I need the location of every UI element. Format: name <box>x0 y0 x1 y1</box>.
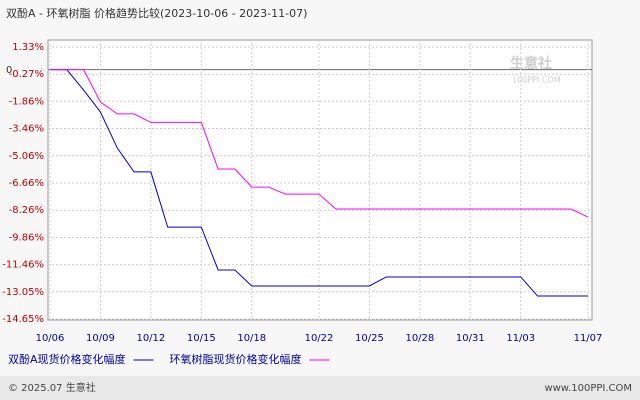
y-tick-label: -1.86% <box>9 96 44 107</box>
x-tick-label: 10/12 <box>136 333 165 344</box>
watermark-site: 100PPI.COM <box>512 76 561 85</box>
x-tick-label: 10/22 <box>305 333 334 344</box>
x-tick-label: 10/06 <box>36 333 65 344</box>
x-tick-label: 10/28 <box>405 333 434 344</box>
legend-label: 双酚A现货价格变化幅度 <box>8 352 126 366</box>
y-tick-label: -14.65% <box>2 314 44 325</box>
plot-area <box>47 39 593 321</box>
y-tick-label: -5.06% <box>9 151 44 162</box>
x-tick-label: 10/15 <box>187 333 216 344</box>
legend-label: 环氧树脂现货价格变化幅度 <box>170 352 302 366</box>
x-tick-label: 10/25 <box>355 333 384 344</box>
y-tick-label: -0.27% <box>9 69 44 80</box>
y-tick-label: 1.33% <box>12 42 44 53</box>
watermark-name: 生意社 <box>510 55 552 72</box>
x-tick-label: 10/09 <box>86 333 115 344</box>
footer-site: www.100PPI.COM <box>544 383 632 394</box>
x-tick-label: 11/03 <box>506 333 535 344</box>
footer-bar <box>0 376 640 400</box>
chart-title: 双酚A - 环氧树脂 价格趋势比较(2023-10-06 - 2023-11-0… <box>6 6 307 20</box>
x-tick-label: 11/07 <box>574 333 603 344</box>
zero-label: 0 <box>6 65 12 76</box>
y-tick-label: -11.46% <box>2 260 44 271</box>
series-line <box>50 69 589 218</box>
series-line <box>50 69 588 297</box>
y-tick-label: -9.86% <box>9 232 44 243</box>
y-tick-label: -8.26% <box>9 205 44 216</box>
y-tick-label: -13.05% <box>2 287 44 298</box>
footer-copyright: © 2025.07 生意社 <box>8 381 96 394</box>
x-tick-label: 10/31 <box>456 333 485 344</box>
y-tick-label: -6.66% <box>9 178 44 189</box>
y-tick-label: -3.46% <box>9 124 44 135</box>
x-tick-label: 10/18 <box>237 333 266 344</box>
